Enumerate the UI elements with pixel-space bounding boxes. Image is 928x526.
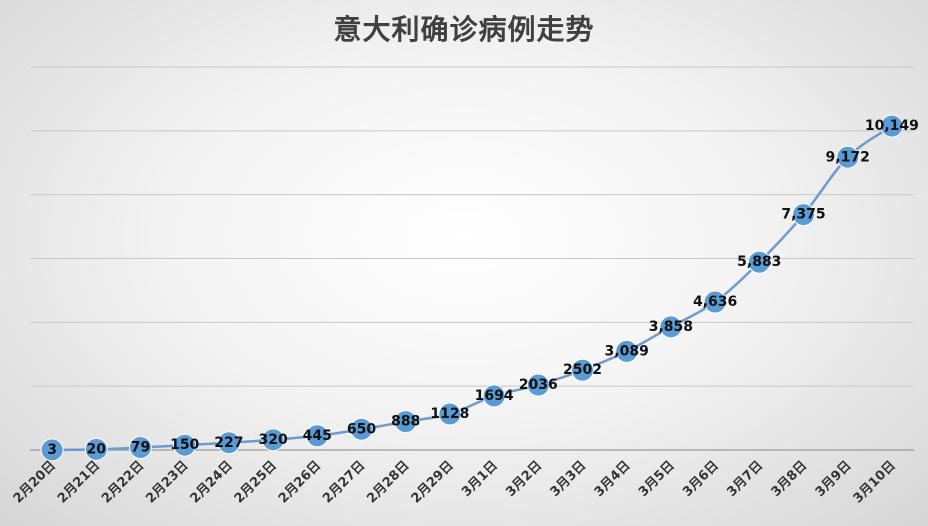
series-line-group xyxy=(52,125,893,452)
data-label: 7,375 xyxy=(781,207,825,223)
x-tick-label: 2月24日 xyxy=(188,458,236,506)
data-label: 3,089 xyxy=(605,343,649,359)
x-tick-label: 3月7日 xyxy=(724,458,766,500)
x-tick-label: 2月26日 xyxy=(276,458,324,506)
data-point xyxy=(261,428,285,452)
data-point xyxy=(482,384,506,408)
x-axis-ticks: 2月20日2月21日2月22日2月23日2月24日2月25日2月26日2月27日… xyxy=(11,458,899,506)
data-point xyxy=(40,438,64,462)
data-label: 20 xyxy=(87,441,107,457)
x-tick-label: 3月4日 xyxy=(592,458,634,500)
data-point xyxy=(173,433,197,457)
data-label: 227 xyxy=(214,435,243,451)
x-tick-label: 3月5日 xyxy=(636,458,678,500)
x-tick-label: 2月23日 xyxy=(143,458,191,506)
data-point xyxy=(526,373,550,397)
data-point xyxy=(836,145,860,169)
data-point xyxy=(305,424,329,448)
data-label: 5,883 xyxy=(737,254,781,270)
x-tick-label: 2月20日 xyxy=(11,458,59,506)
data-label: 1128 xyxy=(430,406,469,422)
data-label: 79 xyxy=(131,439,150,455)
x-tick-label: 3月10日 xyxy=(851,458,899,506)
x-tick-label: 2月21日 xyxy=(55,458,103,506)
data-label: 3,858 xyxy=(649,319,693,335)
data-label: 888 xyxy=(391,414,420,430)
data-point xyxy=(571,358,594,382)
data-point xyxy=(880,114,904,138)
x-tick-label: 2月28日 xyxy=(364,458,412,506)
data-point xyxy=(747,250,771,274)
gridlines xyxy=(30,66,914,451)
data-label: 9,172 xyxy=(826,149,870,165)
data-label: 1694 xyxy=(475,388,514,404)
data-label: 2036 xyxy=(519,377,558,393)
data-label: 650 xyxy=(347,421,376,437)
data-point xyxy=(438,402,462,426)
data-point xyxy=(84,437,108,461)
x-tick-label: 3月6日 xyxy=(680,458,722,500)
x-tick-label: 2月25日 xyxy=(232,458,280,506)
chart-title: 意大利确诊病例走势 xyxy=(333,13,595,46)
data-point xyxy=(217,431,241,455)
x-tick-label: 2月27日 xyxy=(320,458,368,506)
data-point xyxy=(129,435,152,459)
data-point xyxy=(703,290,727,314)
x-tick-label: 3月8日 xyxy=(769,458,811,500)
data-point xyxy=(792,203,815,227)
x-tick-label: 3月9日 xyxy=(813,458,855,500)
data-label: 2502 xyxy=(563,362,602,378)
data-points xyxy=(40,114,904,462)
series-line xyxy=(52,125,893,452)
data-label: 3 xyxy=(47,442,57,458)
data-label: 445 xyxy=(303,428,332,444)
data-label: 10,149 xyxy=(865,118,919,134)
x-tick-label: 2月29日 xyxy=(409,458,457,506)
x-tick-label: 2月22日 xyxy=(99,458,147,506)
data-labels: 3 20 79 150 227 320 445 650 888 11281694203625023… xyxy=(47,118,919,458)
data-label: 150 xyxy=(170,437,199,453)
x-tick-label: 3月1日 xyxy=(459,458,501,500)
data-point xyxy=(659,315,683,339)
data-label: 320 xyxy=(258,432,287,448)
data-point xyxy=(350,417,373,441)
data-point xyxy=(615,339,639,363)
data-label: 4,636 xyxy=(693,294,737,310)
x-tick-label: 3月2日 xyxy=(503,458,545,500)
data-point xyxy=(394,410,418,434)
x-tick-label: 3月3日 xyxy=(548,458,590,500)
